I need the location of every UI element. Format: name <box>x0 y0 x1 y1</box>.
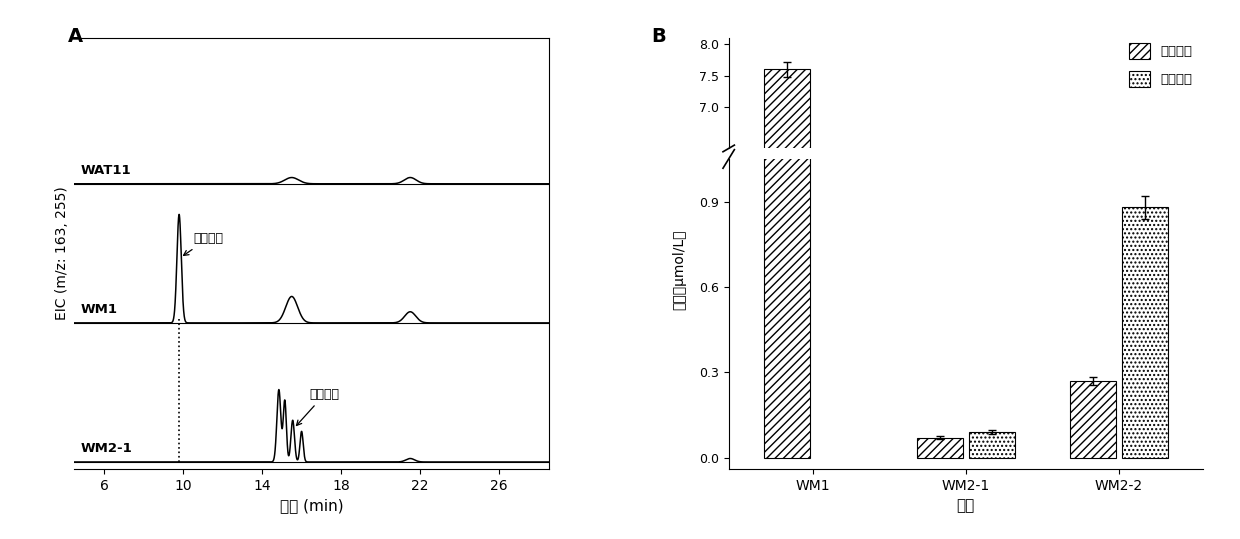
Y-axis label: EIC (m/z: 163, 255): EIC (m/z: 163, 255) <box>55 186 69 320</box>
Bar <box>764 0 810 458</box>
Bar <box>968 432 1014 458</box>
Text: B: B <box>651 27 666 46</box>
Bar <box>1070 381 1116 458</box>
X-axis label: 时间 (min): 时间 (min) <box>280 498 343 513</box>
Text: 对香豆酸: 对香豆酸 <box>184 232 223 255</box>
Bar <box>916 438 962 458</box>
Bar <box>1070 533 1116 539</box>
Text: 异甘草素: 异甘草素 <box>296 388 340 425</box>
Bar <box>764 70 810 539</box>
Bar <box>1122 494 1168 539</box>
Legend: 对香豆酸, 异甘草素: 对香豆酸, 异甘草素 <box>1125 39 1197 91</box>
Text: WAT11: WAT11 <box>81 164 131 177</box>
Text: A: A <box>68 27 83 46</box>
Text: WM2-1: WM2-1 <box>81 442 133 455</box>
Text: WM1: WM1 <box>81 303 118 316</box>
Bar <box>1122 208 1168 458</box>
X-axis label: 菌株: 菌株 <box>956 498 975 513</box>
Text: 产量（μmol/L）: 产量（μmol/L） <box>672 229 687 310</box>
